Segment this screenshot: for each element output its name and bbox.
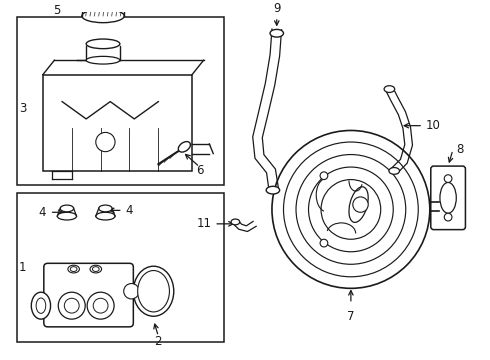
Circle shape <box>353 197 368 212</box>
Ellipse shape <box>270 30 284 37</box>
Ellipse shape <box>57 212 76 220</box>
Ellipse shape <box>133 266 174 316</box>
Ellipse shape <box>138 270 170 312</box>
Circle shape <box>64 298 79 313</box>
Bar <box>17 193 224 342</box>
Text: 3: 3 <box>19 102 26 115</box>
Circle shape <box>96 132 115 152</box>
Ellipse shape <box>31 292 50 319</box>
Circle shape <box>93 298 108 313</box>
Circle shape <box>272 130 430 288</box>
FancyBboxPatch shape <box>43 75 192 171</box>
Ellipse shape <box>231 219 240 225</box>
Text: 7: 7 <box>347 310 355 323</box>
Ellipse shape <box>96 212 115 220</box>
Ellipse shape <box>389 167 399 174</box>
Ellipse shape <box>82 0 124 11</box>
Circle shape <box>87 292 114 319</box>
Text: 4: 4 <box>38 206 46 219</box>
Ellipse shape <box>86 39 120 49</box>
Ellipse shape <box>93 0 114 8</box>
Ellipse shape <box>68 265 79 273</box>
FancyBboxPatch shape <box>44 263 133 327</box>
Ellipse shape <box>266 186 280 194</box>
Ellipse shape <box>86 57 120 64</box>
Ellipse shape <box>82 9 124 23</box>
Circle shape <box>444 175 452 183</box>
FancyBboxPatch shape <box>431 166 465 230</box>
Circle shape <box>123 284 139 299</box>
Ellipse shape <box>384 86 394 93</box>
Text: 9: 9 <box>273 2 280 15</box>
Text: 4: 4 <box>125 204 133 217</box>
Ellipse shape <box>440 183 456 213</box>
Text: 1: 1 <box>19 261 26 274</box>
Ellipse shape <box>70 267 77 271</box>
Ellipse shape <box>349 187 368 222</box>
Circle shape <box>444 213 452 221</box>
Ellipse shape <box>60 205 74 212</box>
Ellipse shape <box>36 298 46 313</box>
Text: 2: 2 <box>155 335 162 348</box>
Ellipse shape <box>178 141 191 152</box>
Bar <box>17 17 224 185</box>
Circle shape <box>320 172 328 180</box>
Text: 10: 10 <box>426 119 441 132</box>
Text: 11: 11 <box>196 217 211 230</box>
Ellipse shape <box>98 205 112 212</box>
Text: 8: 8 <box>456 143 463 156</box>
Ellipse shape <box>93 267 99 271</box>
Ellipse shape <box>90 265 101 273</box>
Text: 5: 5 <box>53 4 61 17</box>
Circle shape <box>320 239 328 247</box>
Circle shape <box>58 292 85 319</box>
Text: 6: 6 <box>196 165 203 177</box>
